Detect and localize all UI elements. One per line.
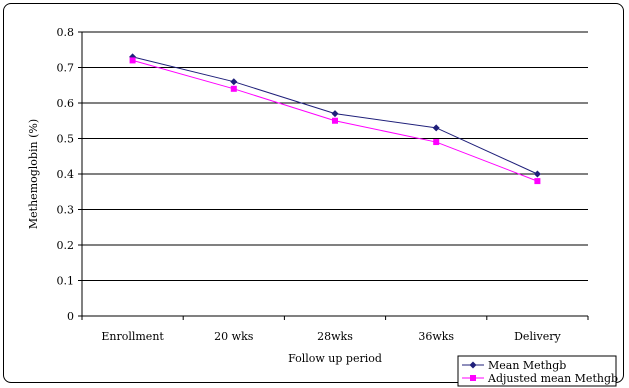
legend-item: Mean Methgb <box>462 359 566 372</box>
y-tick-labels: 0 0.1 0.2 0.3 0.4 0.5 0.6 0.7 0.8 <box>57 26 75 323</box>
data-point <box>331 110 339 118</box>
data-point <box>129 57 136 64</box>
x-tick-label: Delivery <box>514 330 561 343</box>
y-tick-label: 0.3 <box>57 204 75 217</box>
data-point <box>230 78 238 86</box>
data-point <box>332 117 338 124</box>
chart-frame <box>3 3 624 383</box>
data-point <box>533 170 541 178</box>
y-tick-label: 0.6 <box>57 97 75 110</box>
legend-marker <box>469 361 477 369</box>
gridlines <box>78 31 588 317</box>
legend-marker <box>470 375 476 381</box>
x-tick-label: Enrollment <box>101 330 164 343</box>
data-point <box>432 124 440 132</box>
y-tick-label: 0.8 <box>57 26 75 39</box>
series-2 <box>129 57 541 185</box>
y-tick-label: 0.2 <box>57 239 75 252</box>
x-tick-label: 20 wks <box>214 330 254 343</box>
legend-box <box>457 355 617 387</box>
legend-label: Adjusted mean Methgb <box>487 372 618 385</box>
data-point <box>230 85 237 92</box>
y-tick-label: 0.1 <box>57 275 75 288</box>
y-tick-label: 0.7 <box>57 62 75 75</box>
y-tick-label: 0.5 <box>57 133 75 146</box>
data-point <box>534 178 541 185</box>
legend-item: Adjusted mean Methgb <box>462 372 618 385</box>
y-tick-label: 0 <box>67 310 74 323</box>
series-layer <box>129 53 541 185</box>
y-axis-title: Methemoglobin (%) <box>27 119 40 229</box>
data-point <box>433 139 440 146</box>
y-tick-label: 0.4 <box>57 168 75 181</box>
legend-label: Mean Methgb <box>488 359 566 372</box>
x-tick-labels: Enrollment 20 wks 28wks 36wks Delivery <box>81 316 589 343</box>
x-tick-label: 36wks <box>418 330 454 343</box>
x-tick-label: 28wks <box>317 330 353 343</box>
x-axis-title: Follow up period <box>288 352 382 365</box>
